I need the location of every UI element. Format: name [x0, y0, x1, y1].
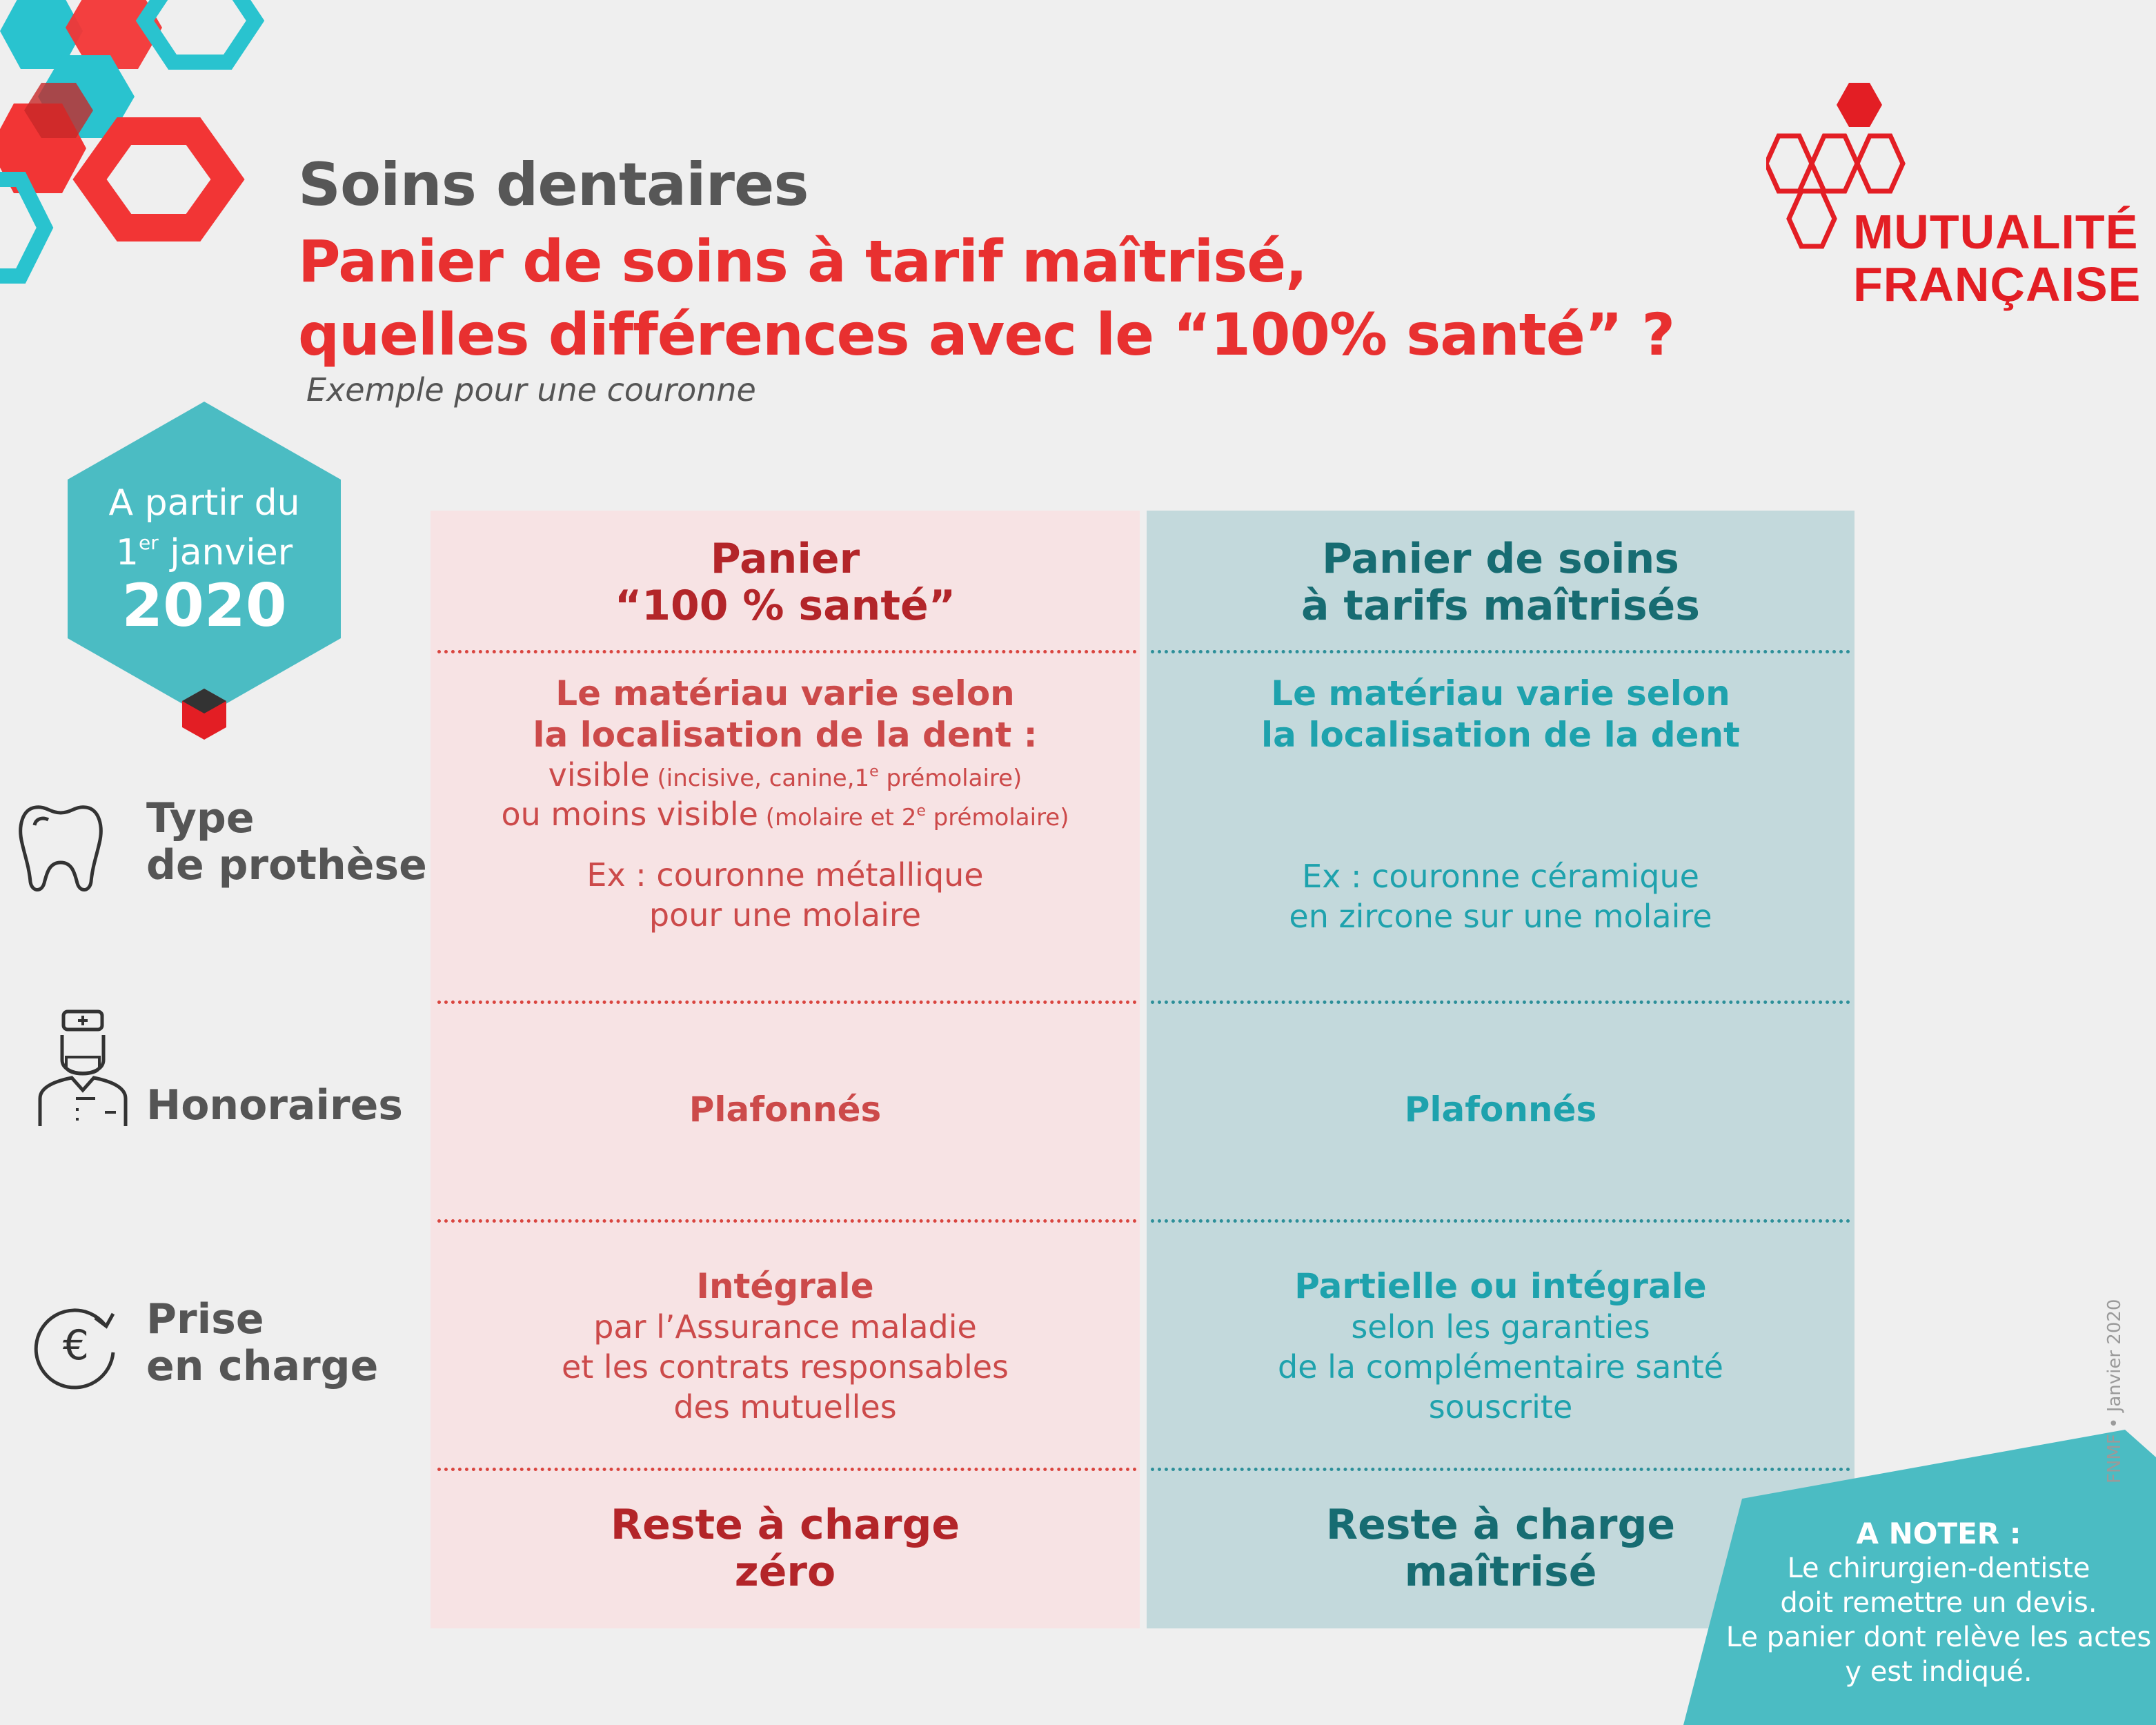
decorative-hexagons	[0, 0, 265, 284]
right-material-line-2: la localisation de la dent	[1261, 715, 1740, 755]
left-reste: Reste à charge zéro	[431, 1501, 1140, 1595]
right-material-line-1: Le matériau varie selon	[1271, 673, 1730, 713]
left-example-line-2: pour une molaire	[649, 896, 922, 934]
divider	[1151, 1219, 1850, 1223]
right-header: Panier de soins à tarifs maîtrisés	[1147, 535, 1855, 629]
left-prise-line-3: et les contrats responsables	[561, 1348, 1009, 1386]
row-label-prise: Prise en charge	[146, 1296, 378, 1390]
divider	[1151, 1000, 1850, 1004]
left-prise-cell: Intégrale par l’Assurance maladie et les…	[431, 1265, 1140, 1427]
right-honoraires: Plafonnés	[1404, 1090, 1597, 1130]
note-line-2: doit remettre un devis.	[1780, 1587, 2097, 1619]
note-line-3: Le panier dont relève les actes	[1725, 1621, 2152, 1653]
note-box: A NOTER : Le chirurgien-dentiste doit re…	[1718, 1517, 2156, 1689]
tooth-icon	[19, 805, 103, 891]
logo-line-1: MUTUALITÉ	[1853, 205, 2139, 259]
left-reste-line-2: zéro	[734, 1548, 836, 1596]
right-reste-line-2: maîtrisé	[1404, 1548, 1597, 1596]
row-label-type: Type de prothèse	[146, 795, 427, 889]
left-material-line-2: la localisation de la dent :	[533, 715, 1038, 755]
badge-day-suffix: er	[138, 531, 159, 554]
left-moins-detail-a: (molaire et 2	[758, 804, 917, 831]
page-title: Soins dentaires	[298, 150, 809, 219]
divider	[1151, 650, 1850, 653]
badge-day: 1	[115, 532, 139, 573]
note-title: A NOTER :	[1856, 1517, 2021, 1550]
left-moins-detail-sup: e	[916, 802, 926, 820]
left-example-line-1: Ex : couronne métallique	[586, 856, 984, 894]
left-type-cell: Le matériau varie selon la localisation …	[431, 673, 1140, 935]
right-prise-cell: Partielle ou intégrale selon les garanti…	[1147, 1265, 1855, 1427]
example-caption: Exemple pour une couronne	[306, 371, 756, 408]
left-visible-line: visible (incisive, canine,1e prémolaire)	[431, 756, 1140, 795]
dentist-icon	[38, 1009, 128, 1126]
badge-line-2: 1er janvier	[66, 523, 342, 573]
row-label-type-line-1: Type	[146, 794, 255, 842]
left-prise-line-1: Intégrale	[696, 1266, 874, 1306]
divider	[437, 1219, 1137, 1223]
badge-line-1: A partir du	[108, 482, 300, 524]
left-visible-detail: (incisive, canine,1e prémolaire)	[649, 763, 1022, 792]
subtitle-line-1: Panier de soins à tarif maîtrisé,	[298, 228, 1307, 295]
divider	[1151, 1468, 1850, 1471]
divider	[437, 1468, 1137, 1471]
column-tarifs-maitrises	[1147, 511, 1855, 1628]
right-reste: Reste à charge maîtrisé	[1147, 1501, 1855, 1595]
left-visible-detail-a: (incisive, canine,1	[649, 765, 870, 792]
left-header: Panier “100 % santé”	[431, 535, 1140, 629]
page-subtitle: Panier de soins à tarif maîtrisé, quelle…	[298, 225, 1675, 371]
right-reste-line-1: Reste à charge	[1325, 1501, 1676, 1549]
subtitle-line-2: quelles différences avec le “100% santé”…	[298, 301, 1675, 368]
badge-hexagon-icon	[68, 402, 341, 740]
row-label-honoraires: Honoraires	[146, 1081, 404, 1130]
right-header-line-1: Panier de soins	[1322, 535, 1679, 583]
logo-hexagons-icon	[1763, 83, 1906, 249]
right-prise-line-1: Partielle ou intégrale	[1294, 1266, 1707, 1306]
divider	[437, 650, 1137, 653]
right-header-line-2: à tarifs maîtrisés	[1301, 582, 1700, 630]
right-prise-line-4: souscrite	[1428, 1388, 1573, 1426]
right-prise-line-2: selon les garanties	[1351, 1308, 1650, 1346]
mutualite-francaise-logo: MUTUALITÉ FRANÇAISE	[1763, 77, 2140, 312]
left-prise-line-4: des mutuelles	[673, 1388, 897, 1426]
left-visible: visible	[548, 756, 650, 793]
badge-year: 2020	[121, 571, 287, 640]
row-label-type-line-2: de prothèse	[146, 841, 427, 889]
left-header-line-2: “100 % santé”	[614, 582, 956, 630]
left-header-line-1: Panier	[710, 535, 860, 583]
note-line-1: Le chirurgien-dentiste	[1787, 1552, 2090, 1584]
left-moins-visible: ou moins visible	[501, 796, 758, 833]
logo-line-2: FRANÇAISE	[1853, 257, 2142, 311]
row-label-prise-line-1: Prise	[146, 1295, 264, 1343]
left-prise-line-2: par l’Assurance maladie	[593, 1308, 977, 1346]
left-moins-detail: (molaire et 2e prémolaire)	[758, 802, 1069, 831]
right-type-cell: Le matériau varie selon la localisation …	[1147, 673, 1855, 936]
right-prise-line-3: de la complémentaire santé	[1278, 1348, 1723, 1386]
right-example-line-1: Ex : couronne céramique	[1302, 858, 1699, 895]
left-visible-detail-b: prémolaire)	[878, 765, 1022, 792]
left-material-line-1: Le matériau varie selon	[555, 673, 1015, 713]
left-honoraires: Plafonnés	[689, 1090, 882, 1130]
column-100-sante	[431, 511, 1140, 1628]
right-example-line-2: en zircone sur une molaire	[1289, 898, 1712, 935]
note-shape	[1683, 1430, 2156, 1725]
left-moins-line: ou moins visible (molaire et 2e prémolai…	[431, 795, 1140, 834]
badge-month: janvier	[158, 532, 293, 573]
credit-text: FNMF • Janvier 2020	[2104, 1299, 2125, 1483]
note-line-4: y est indiqué.	[1845, 1656, 2033, 1688]
date-badge: A partir du 1er janvier 2020	[66, 400, 349, 745]
row-label-prise-line-2: en charge	[146, 1342, 379, 1390]
left-reste-line-1: Reste à charge	[610, 1501, 960, 1549]
left-moins-detail-b: prémolaire)	[925, 804, 1069, 831]
svg-text:€: €	[63, 1321, 89, 1370]
euro-cycle-icon: €	[34, 1308, 115, 1390]
left-visible-detail-sup: e	[869, 763, 879, 780]
divider	[437, 1000, 1137, 1004]
